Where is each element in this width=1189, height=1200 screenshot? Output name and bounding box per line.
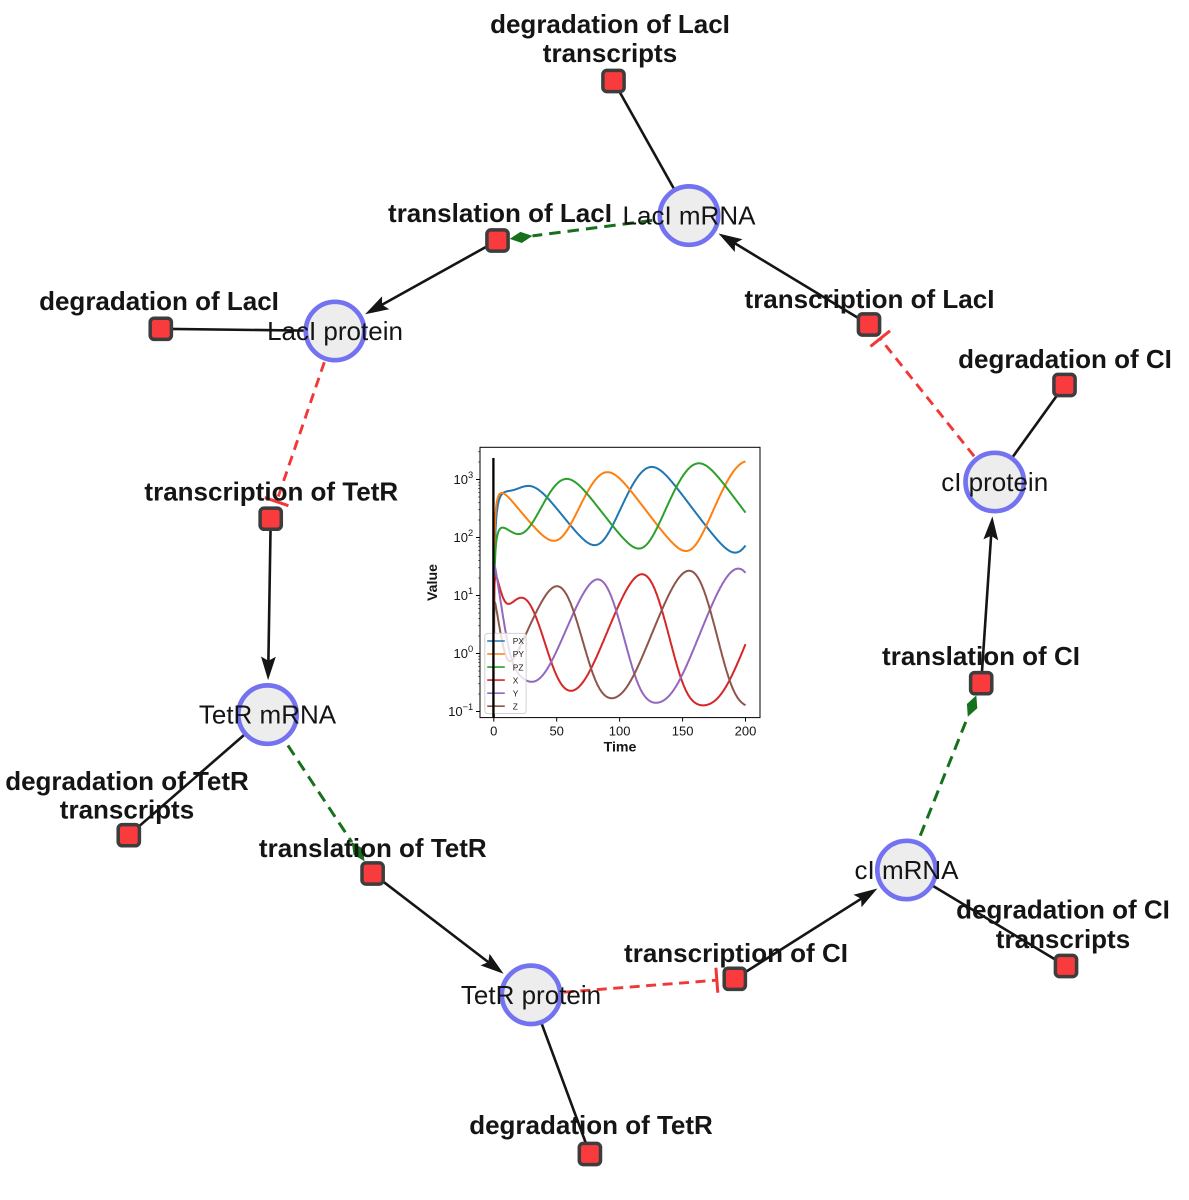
svg-text:Z: Z xyxy=(513,702,518,712)
svg-text:transcription of LacI: transcription of LacI xyxy=(745,284,995,314)
svg-text:degradation of CI: degradation of CI xyxy=(958,344,1172,374)
svg-text:Y: Y xyxy=(513,688,519,698)
svg-text:translation of LacI: translation of LacI xyxy=(388,198,612,228)
svg-text:200: 200 xyxy=(735,724,757,739)
svg-text:102: 102 xyxy=(454,528,474,545)
svg-text:degradation of LacI: degradation of LacI xyxy=(39,286,279,316)
svg-text:Value: Value xyxy=(425,564,441,601)
svg-text:101: 101 xyxy=(454,586,474,603)
svg-text:PX: PX xyxy=(513,636,525,646)
svg-text:50: 50 xyxy=(549,724,563,739)
svg-text:TetR protein: TetR protein xyxy=(461,980,601,1010)
svg-text:100: 100 xyxy=(454,644,474,661)
svg-text:translation of CI: translation of CI xyxy=(882,641,1080,671)
svg-text:degradation of CI: degradation of CI xyxy=(956,895,1170,925)
svg-text:LacI protein: LacI protein xyxy=(267,316,403,346)
svg-text:transcripts: transcripts xyxy=(996,924,1130,954)
svg-text:100: 100 xyxy=(609,724,631,739)
svg-text:degradation of TetR: degradation of TetR xyxy=(5,766,249,796)
svg-text:transcription of TetR: transcription of TetR xyxy=(144,477,398,507)
svg-text:0: 0 xyxy=(490,724,497,739)
svg-text:Time: Time xyxy=(604,740,637,756)
svg-text:transcripts: transcripts xyxy=(60,795,194,825)
svg-text:LacI mRNA: LacI mRNA xyxy=(623,201,757,231)
svg-text:10−1: 10−1 xyxy=(448,702,473,719)
svg-text:X: X xyxy=(513,675,519,685)
svg-text:TetR mRNA: TetR mRNA xyxy=(199,700,337,730)
svg-text:PZ: PZ xyxy=(513,662,524,672)
svg-text:degradation of LacI: degradation of LacI xyxy=(490,9,730,39)
svg-text:translation of TetR: translation of TetR xyxy=(259,833,487,863)
svg-text:103: 103 xyxy=(454,470,474,487)
svg-text:degradation of TetR: degradation of TetR xyxy=(469,1110,713,1140)
svg-text:transcripts: transcripts xyxy=(543,38,677,68)
svg-text:cI mRNA: cI mRNA xyxy=(855,855,960,885)
svg-text:150: 150 xyxy=(672,724,694,739)
svg-text:transcription of CI: transcription of CI xyxy=(624,938,848,968)
svg-text:PY: PY xyxy=(513,649,525,659)
svg-text:cI protein: cI protein xyxy=(941,467,1048,497)
